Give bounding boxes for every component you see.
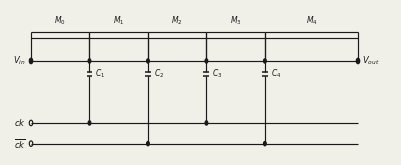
Text: $M_3$: $M_3$ (229, 15, 241, 27)
Text: $C_2$: $C_2$ (153, 68, 164, 80)
Text: $C_3$: $C_3$ (212, 68, 222, 80)
Text: $M_0$: $M_0$ (54, 15, 66, 27)
Text: $M_2$: $M_2$ (171, 15, 182, 27)
Circle shape (146, 142, 149, 146)
Circle shape (88, 59, 91, 63)
Text: $ck$: $ck$ (14, 117, 26, 129)
Text: $V_{out}$: $V_{out}$ (361, 55, 379, 67)
Circle shape (30, 59, 32, 63)
Text: $C_1$: $C_1$ (95, 68, 105, 80)
Circle shape (88, 121, 91, 125)
Circle shape (356, 59, 358, 63)
Circle shape (205, 59, 207, 63)
Text: $\overline{ck}$: $\overline{ck}$ (14, 137, 26, 151)
Circle shape (146, 59, 149, 63)
Circle shape (263, 142, 265, 146)
Text: $M_1$: $M_1$ (113, 15, 124, 27)
Circle shape (263, 59, 265, 63)
Text: $C_4$: $C_4$ (270, 68, 280, 80)
Circle shape (205, 121, 207, 125)
Text: $M_4$: $M_4$ (305, 15, 316, 27)
Text: $V_{in}$: $V_{in}$ (13, 55, 26, 67)
